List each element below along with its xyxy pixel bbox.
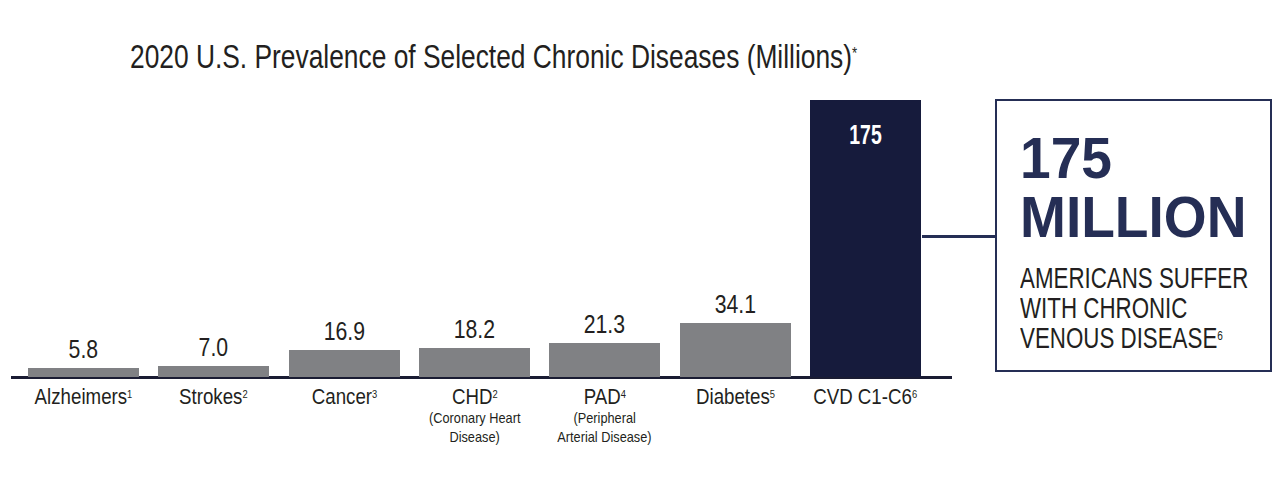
infographic-page: 2020 U.S. Prevalence of Selected Chronic… (0, 0, 1280, 480)
bar-cancer (289, 350, 400, 377)
bar-alzheimers (28, 368, 139, 377)
callout-connector-line (922, 235, 995, 238)
category-sublabel: (PeripheralArterial Disease) (515, 408, 695, 446)
bar-chd (419, 348, 530, 377)
bar-strokes (158, 366, 269, 377)
category-label: CVD C1-C66 (776, 385, 956, 409)
callout-headline: 175 MILLION (1020, 128, 1258, 246)
callout-box: 175 MILLION AMERICANS SUFFERWITH CHRONIC… (995, 99, 1272, 372)
bar-value-label: 34.1 (656, 291, 816, 317)
chart-title: 2020 U.S. Prevalence of Selected Chronic… (130, 39, 1068, 73)
callout-body: AMERICANS SUFFERWITH CHRONICVENOUS DISEA… (1020, 263, 1280, 353)
bar-pad (549, 343, 660, 377)
bar-diabetes (680, 323, 791, 377)
bar-value-label: 175 (786, 122, 946, 148)
